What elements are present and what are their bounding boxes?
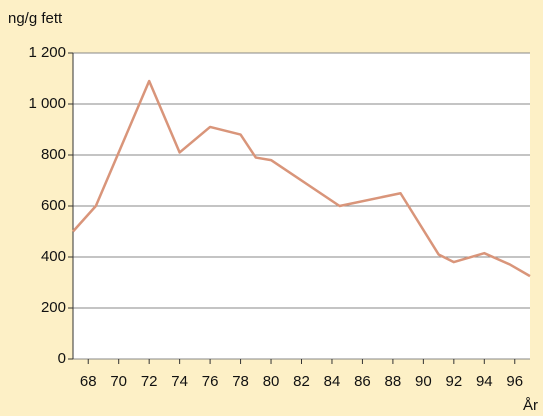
y-tick-label: 600 [41,197,66,214]
x-tick-label: 82 [293,373,310,390]
x-tick-label: 84 [324,373,341,390]
x-tick-label: 90 [415,373,432,390]
y-tick-label: 0 [58,350,66,367]
y-tick-label: 400 [41,248,66,265]
x-tick-label: 78 [232,373,249,390]
x-tick-label: 94 [476,373,493,390]
x-tick-label: 70 [110,373,127,390]
y-tick-label: 1 200 [28,44,66,61]
x-tick-label: 68 [80,373,97,390]
x-tick-label: 74 [171,373,188,390]
y-axis-label: ng/g fett [8,10,63,27]
x-tick-label: 86 [354,373,371,390]
x-tick-label: 80 [263,373,280,390]
x-tick-label: 96 [506,373,523,390]
x-axis-label: År [523,397,538,414]
x-tick-label: 92 [445,373,462,390]
y-tick-label: 800 [41,146,66,163]
x-tick-label: 72 [141,373,158,390]
y-tick-label: 200 [41,299,66,316]
x-tick-label: 76 [202,373,219,390]
x-tick-label: 88 [385,373,402,390]
data-line [72,79,531,278]
y-tick-label: 1 000 [28,95,66,112]
